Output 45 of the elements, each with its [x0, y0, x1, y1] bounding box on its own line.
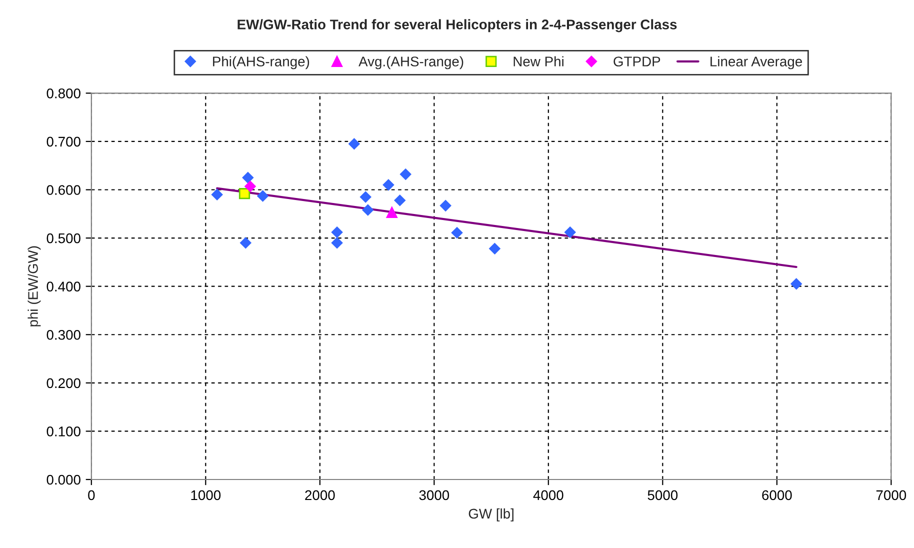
point: [451, 227, 463, 238]
point: [790, 278, 802, 290]
point: [489, 243, 500, 254]
x-tick-label: 0: [88, 490, 95, 500]
point: [240, 237, 252, 248]
point: [564, 226, 576, 238]
point: [331, 226, 343, 238]
x-tick-label: 1000: [191, 490, 221, 500]
point: [360, 191, 372, 203]
x-tick-label: 7000: [876, 490, 906, 500]
y-axis-title: phi (EW/GW): [28, 246, 41, 326]
chart-title: EW/GW-Ratio Trend for several Helicopters in 2-4-Passenger Class: [238, 19, 677, 32]
point: [400, 168, 412, 180]
point: [211, 188, 223, 200]
point: [382, 179, 394, 191]
point: [257, 190, 268, 202]
legend-label: Avg.(AHS-range): [358, 56, 464, 70]
y-tick-label: 0.800: [46, 88, 80, 98]
point: [362, 204, 374, 216]
legend-label: GTPDP: [614, 56, 660, 66]
y-tick-label: 0.100: [46, 426, 80, 436]
legend-label: New Phi: [514, 56, 564, 66]
y-tick-label: 0.000: [46, 474, 80, 485]
point: [244, 180, 256, 192]
point: [238, 188, 250, 200]
y-tick-label: 0.200: [46, 378, 80, 388]
legend-label: Phi(AHS-range): [213, 56, 310, 70]
y-tick-label: 0.600: [46, 185, 80, 195]
point: [394, 194, 406, 206]
x-tick-label: 6000: [762, 490, 792, 500]
point: [242, 172, 254, 184]
point: [348, 138, 360, 150]
point: [440, 200, 452, 212]
x-tick-label: 4000: [533, 490, 564, 500]
y-tick-label: 0.500: [46, 233, 80, 244]
y-tick-label: 0.700: [46, 136, 80, 147]
y-tick-label: 0.300: [46, 330, 80, 340]
x-tick-label: 5000: [648, 490, 678, 500]
point: [331, 237, 343, 248]
point: [386, 206, 398, 218]
y-tick-label: 0.400: [46, 282, 80, 292]
x-axis-title: GW [lb]: [468, 508, 514, 522]
legend-label: Linear Average: [710, 56, 802, 70]
x-tick-label: 3000: [419, 490, 450, 500]
x-tick-label: 2000: [305, 490, 335, 500]
